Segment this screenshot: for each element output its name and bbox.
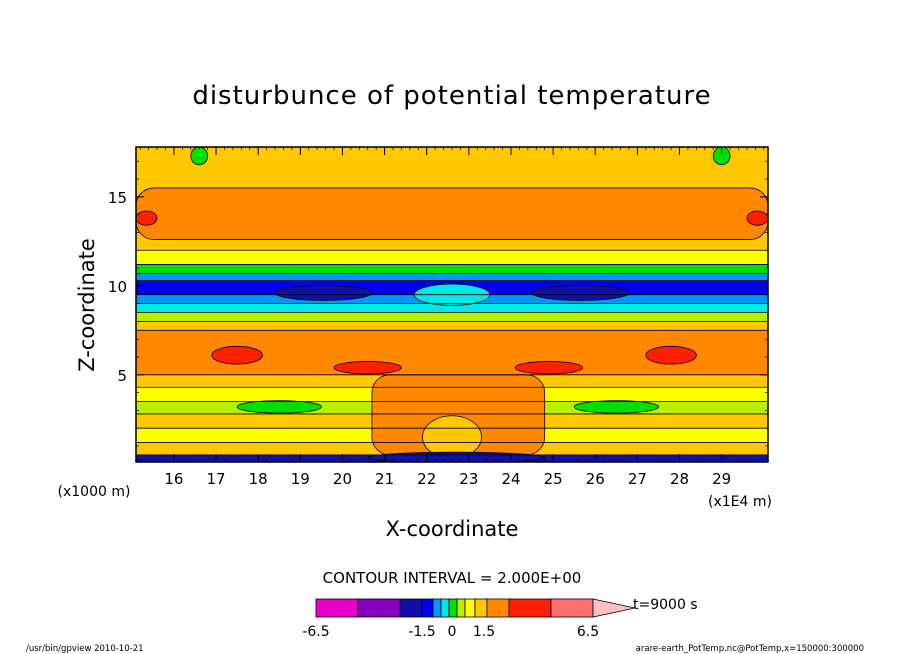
- contour-feature-8: [333, 361, 402, 375]
- y-axis-label: Z-coordinate: [75, 238, 99, 372]
- footer-left: /usr/bin/gpview 2010-10-21: [26, 644, 144, 654]
- x-tick-label-16: 16: [164, 470, 183, 488]
- colorbar-segment-8: [464, 598, 476, 618]
- colorbar-segment-12: [550, 598, 594, 618]
- contour-band-9: [136, 312, 768, 322]
- contour-fill-layer: [136, 147, 768, 462]
- colorbar-segment-11: [508, 598, 552, 618]
- x-tick-label-29: 29: [712, 470, 731, 488]
- colorbar-label-1: -1.5: [408, 624, 435, 640]
- x-tick-label-22: 22: [417, 470, 436, 488]
- colorbar-segment-5: [440, 598, 450, 618]
- contour-feature-7: [645, 345, 697, 365]
- contour-interval-text: CONTOUR INTERVAL = 2.000E+00: [323, 569, 582, 587]
- colorbar-segment-0: [315, 598, 359, 618]
- contour-feature-10: [236, 400, 322, 414]
- x-tick-label-18: 18: [249, 470, 268, 488]
- y-unit-label: (x1000 m): [58, 484, 131, 500]
- x-tick-label-25: 25: [544, 470, 563, 488]
- contour-feature-6: [211, 345, 263, 365]
- x-tick-label-20: 20: [333, 470, 352, 488]
- chart-title: disturbunce of potential temperature: [192, 81, 711, 111]
- y-tick-label-15: 15: [108, 189, 127, 207]
- y-tick-label-5: 5: [117, 367, 127, 385]
- x-tick-label-26: 26: [586, 470, 605, 488]
- contour-feature-1: [136, 210, 158, 226]
- contour-feature-11: [573, 400, 659, 414]
- x-tick-label-24: 24: [501, 470, 520, 488]
- contour-band-8: [136, 321, 768, 331]
- colorbar-segment-1: [357, 598, 401, 618]
- colorbar-label-3: 1.5: [473, 624, 495, 640]
- time-label: t=9000 s: [633, 597, 698, 613]
- x-tick-label-17: 17: [207, 470, 226, 488]
- x-axis-label: X-coordinate: [386, 517, 519, 541]
- y-axis-ticks: 5 10 15: [108, 160, 768, 447]
- colorbar-arrow: [592, 598, 636, 618]
- contour-feature-15: [190, 147, 209, 166]
- contour-band-15: [136, 250, 768, 265]
- colorbar-segment-9: [474, 598, 488, 618]
- x-tick-label-23: 23: [459, 470, 478, 488]
- colorbar-label-0: -6.5: [302, 624, 329, 640]
- contour-feature-4: [531, 285, 630, 301]
- contour-feature-2: [746, 210, 768, 226]
- contour-feature-16: [712, 147, 731, 166]
- x-tick-label-28: 28: [670, 470, 689, 488]
- contour-band-14: [136, 264, 768, 274]
- contour-line-layer: [136, 147, 768, 456]
- colorbar: [315, 598, 636, 618]
- contour-feature-9: [514, 361, 584, 375]
- contour-band-13: [136, 273, 768, 281]
- x-tick-label-21: 21: [375, 470, 394, 488]
- contour-band-10: [136, 303, 768, 313]
- colorbar-segment-7: [456, 598, 466, 618]
- x-axis-ticks: 16 17 18 19 20 21 22 23 24 25 26 27 28 29: [139, 147, 765, 488]
- colorbar-tick-labels: -6.5 -1.5 0 1.5 6.5: [302, 624, 599, 640]
- colorbar-segment-4: [432, 598, 442, 618]
- y-tick-label-10: 10: [108, 278, 127, 296]
- x-unit-label: (x1E4 m): [708, 494, 772, 510]
- colorbar-segment-2: [399, 598, 423, 618]
- colorbar-segment-10: [486, 598, 510, 618]
- x-tick-label-27: 27: [628, 470, 647, 488]
- colorbar-label-4: 6.5: [577, 624, 599, 640]
- contour-feature-3: [274, 285, 373, 301]
- contour-feature-0: [136, 187, 768, 240]
- colorbar-segment-3: [421, 598, 434, 618]
- colorbar-label-2: 0: [448, 624, 457, 640]
- footer-right: arare-earth_PotTemp.nc@PotTemp,x=150000:…: [636, 644, 864, 654]
- x-tick-label-19: 19: [291, 470, 310, 488]
- colorbar-segment-6: [448, 598, 458, 618]
